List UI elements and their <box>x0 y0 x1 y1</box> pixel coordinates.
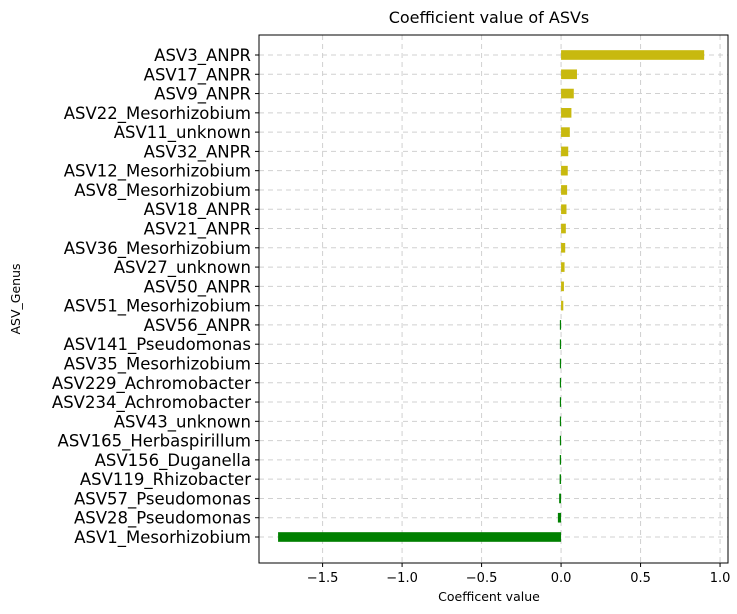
y-tick-label: ASV32_ANPR <box>144 142 251 162</box>
y-tick-label: ASV12_Mesorhizobium <box>64 162 251 182</box>
y-tick-label: ASV28_Pseudomonas <box>74 509 251 529</box>
bar-asv36-mesorhizobium <box>561 242 566 253</box>
bar-asv3-anpr <box>561 50 705 60</box>
y-tick-label: ASV1_Mesorhizobium <box>74 528 251 548</box>
x-tick-label: 1.0 <box>710 571 731 586</box>
y-tick-label: ASV22_Mesorhizobium <box>64 104 251 124</box>
x-tick-label: −1.0 <box>386 571 418 586</box>
bar-asv156-duganella <box>559 455 562 465</box>
bar-asv165-herbaspirillum <box>559 435 562 446</box>
y-tick-label: ASV141_Pseudomonas <box>63 335 251 355</box>
y-tick-label: ASV21_ANPR <box>144 220 251 240</box>
bar-asv9-anpr <box>561 88 574 99</box>
y-tick-label: ASV17_ANPR <box>144 65 251 85</box>
bar-asv18-anpr <box>561 204 567 215</box>
x-tick-label: −1.5 <box>307 571 339 586</box>
chart-title: Coefficient value of ASVs <box>389 8 590 27</box>
y-tick-label: ASV229_Achromobacter <box>52 374 251 394</box>
y-tick-label: ASV156_Duganella <box>95 451 251 471</box>
y-tick-label: ASV11_unknown <box>114 123 251 143</box>
bar-asv11-unknown <box>561 127 570 137</box>
y-tick-label: ASV9_ANPR <box>154 85 251 105</box>
bar-asv229-achromobacter <box>559 377 562 388</box>
y-axis-ticks: ASV3_ANPRASV17_ANPRASV9_ANPRASV22_Mesorh… <box>52 46 259 548</box>
bar-asv32-anpr <box>561 146 569 157</box>
bar-asv21-anpr <box>561 223 566 234</box>
y-tick-label: ASV119_Rhizobacter <box>80 470 251 490</box>
bar-asv28-pseudomonas <box>557 512 562 523</box>
y-tick-label: ASV8_Mesorhizobium <box>74 181 251 201</box>
y-tick-label: ASV36_Mesorhizobium <box>64 239 251 259</box>
x-tick-label: −0.5 <box>466 571 498 586</box>
x-tick-label: 0.5 <box>630 571 651 586</box>
bar-asv234-achromobacter <box>559 397 562 407</box>
bar-asv141-pseudomonas <box>559 339 562 350</box>
y-tick-label: ASV35_Mesorhizobium <box>64 354 251 374</box>
y-tick-label: ASV43_unknown <box>114 412 251 432</box>
bar-asv50-anpr <box>561 281 564 292</box>
x-axis-label: Coefficent value <box>438 589 540 604</box>
bar-asv8-mesorhizobium <box>561 185 568 195</box>
bar-asv51-mesorhizobium <box>561 300 564 311</box>
y-tick-label: ASV51_Mesorhizobium <box>64 297 251 317</box>
bar-asv57-pseudomonas <box>559 493 562 504</box>
y-tick-label: ASV18_ANPR <box>144 200 251 220</box>
grid-lines <box>259 35 728 563</box>
bar-asv35-mesorhizobium <box>559 358 562 369</box>
bar-asv12-mesorhizobium <box>561 165 568 176</box>
x-axis-ticks: −1.5 −1.0 −0.5 0.0 0.5 1.0 <box>307 563 731 586</box>
bar-asv43-unknown <box>559 416 562 427</box>
bar-asv1-mesorhizobium <box>278 532 562 542</box>
y-tick-label: ASV27_unknown <box>114 258 251 278</box>
y-tick-label: ASV165_Herbaspirillum <box>58 432 251 452</box>
y-tick-label: ASV50_ANPR <box>144 277 251 297</box>
x-tick-label: 0.0 <box>551 571 572 586</box>
bars <box>278 50 705 542</box>
plot-frame <box>258 34 729 564</box>
y-tick-label: ASV57_Pseudomonas <box>74 489 251 509</box>
y-tick-label: ASV3_ANPR <box>154 46 251 66</box>
y-tick-label: ASV234_Achromobacter <box>52 393 251 413</box>
bar-asv27-unknown <box>561 262 565 272</box>
bar-asv22-mesorhizobium <box>561 108 572 118</box>
bar-asv17-anpr <box>561 69 577 80</box>
y-axis-label: ASV_Genus <box>8 263 23 334</box>
bar-asv119-rhizobacter <box>559 474 562 484</box>
bar-asv56-anpr <box>559 320 562 330</box>
y-tick-label: ASV56_ANPR <box>144 316 251 336</box>
